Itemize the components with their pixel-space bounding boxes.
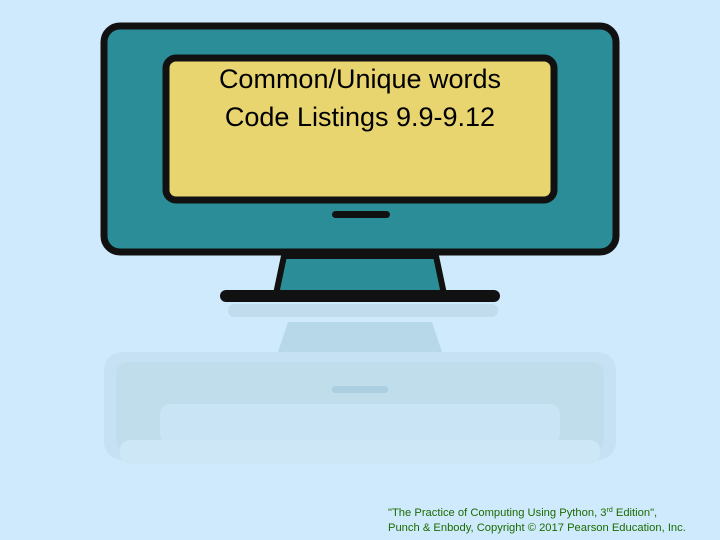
copyright-footer: "The Practice of Computing Using Python,…	[388, 506, 718, 536]
footer-line-1-text: "The Practice of Computing Using Python,…	[388, 507, 607, 519]
monitor-reflection	[104, 304, 616, 464]
title-line-1: Common/Unique words	[218, 64, 502, 94]
footer-line-1-end: Edition",	[612, 507, 658, 519]
monitor-neck	[273, 253, 447, 297]
monitor-power-indicator	[332, 211, 390, 218]
footer-line-2: Punch & Enbody, Copyright © 2017 Pearson…	[388, 522, 686, 534]
footer-line-1: "The Practice of Computing Using Python,…	[388, 506, 718, 521]
footer-superscript: rd	[606, 507, 613, 514]
slide-title: Common/Unique words Code Listings 9.9-9.…	[168, 60, 552, 136]
monitor-base	[220, 290, 500, 302]
monitor-screen	[162, 54, 558, 204]
title-line-2: Code Listings 9.9-9.12	[224, 102, 496, 132]
